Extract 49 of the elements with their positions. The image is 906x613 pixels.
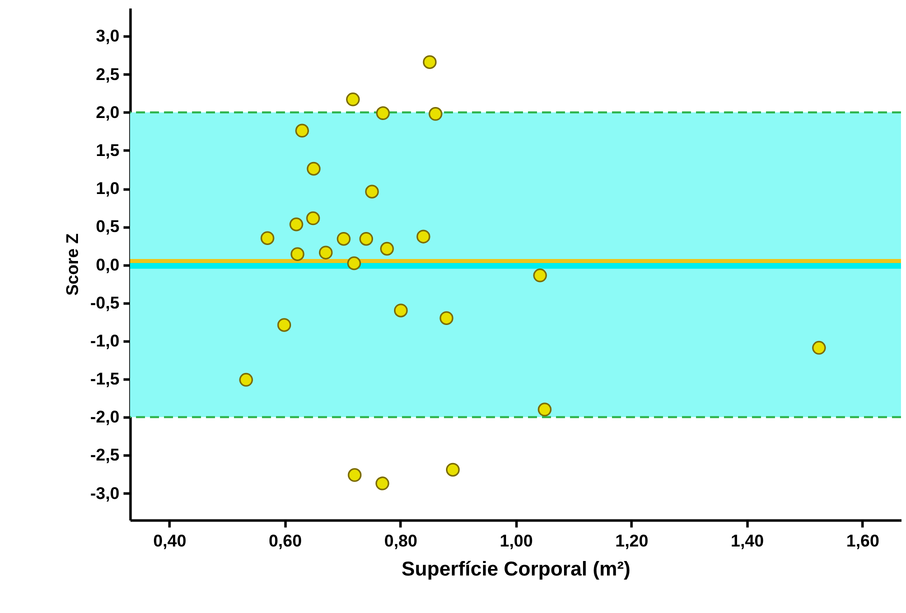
x-tick-label: 0,60	[268, 532, 302, 550]
x-tick-label: 0,80	[384, 532, 418, 550]
point	[295, 124, 309, 138]
point	[348, 468, 362, 482]
y-tick-label: -1,5	[90, 370, 120, 389]
y-tick-label: 0,0	[96, 255, 120, 274]
point	[533, 268, 547, 282]
x-axis-title: Superfície Corporal (m²)	[402, 558, 630, 580]
y-tick-label: -3,0	[90, 484, 120, 503]
y-tick-label: 3,0	[96, 26, 120, 46]
x-tick-label: 1,40	[730, 532, 764, 550]
y-tick-label: 2,0	[96, 102, 120, 122]
point	[428, 107, 442, 121]
x-tick-label: 1,20	[615, 532, 648, 550]
y-tick-label: 2,5	[96, 64, 120, 84]
point	[376, 106, 390, 120]
point	[380, 242, 394, 256]
point	[306, 162, 321, 176]
point	[538, 402, 552, 416]
point	[289, 218, 304, 232]
point	[306, 211, 320, 226]
point	[290, 247, 304, 261]
x-tick-label: 1,00	[500, 532, 533, 550]
y-tick-label: -2,0	[90, 408, 120, 427]
y-tick-label: -1,0	[90, 331, 120, 350]
point	[359, 232, 374, 246]
point	[416, 230, 430, 244]
point	[239, 372, 253, 387]
point	[346, 92, 360, 106]
x-tick-label: 0,40	[153, 532, 186, 550]
y-tick-label: 1,5	[96, 140, 120, 160]
y-tick-label: 0,5	[96, 217, 120, 236]
point	[394, 304, 408, 318]
y-tick-label: -0,5	[90, 293, 120, 312]
point	[347, 256, 361, 270]
point	[277, 318, 292, 332]
y-axis-title: Score Z	[63, 233, 82, 296]
point	[422, 55, 437, 69]
point	[260, 231, 274, 245]
y-tick-label: 1,0	[96, 179, 120, 198]
x-tick-label: 1,60	[846, 532, 880, 550]
point	[336, 232, 351, 246]
y-tick-label: -2,5	[90, 446, 120, 465]
point	[440, 311, 454, 325]
point	[365, 184, 379, 198]
point	[446, 462, 460, 477]
point	[318, 246, 333, 260]
point	[376, 476, 390, 490]
point	[812, 340, 826, 355]
